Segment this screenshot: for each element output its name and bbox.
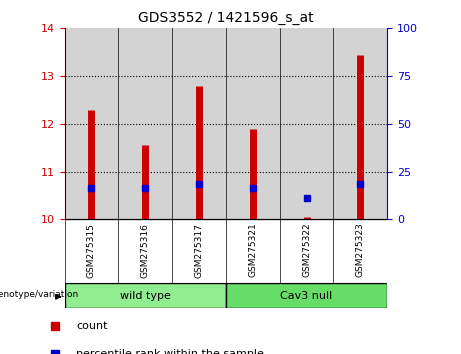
Bar [226,28,280,219]
Text: GSM275316: GSM275316 [141,223,150,278]
Text: count: count [76,321,107,331]
Text: GSM275322: GSM275322 [302,223,311,277]
Text: genotype/variation: genotype/variation [0,290,79,299]
Bar [65,283,226,308]
Text: Cav3 null: Cav3 null [280,291,333,301]
Bar [226,283,387,308]
Bar [172,28,226,219]
Bar [333,28,387,219]
Bar [280,28,333,219]
Text: GSM275321: GSM275321 [248,223,257,278]
Title: GDS3552 / 1421596_s_at: GDS3552 / 1421596_s_at [138,11,313,24]
Text: GSM275317: GSM275317 [195,223,203,278]
Text: GSM275323: GSM275323 [356,223,365,278]
Text: percentile rank within the sample: percentile rank within the sample [76,349,264,354]
Text: wild type: wild type [120,291,171,301]
Text: GSM275315: GSM275315 [87,223,96,278]
Bar [118,28,172,219]
Bar [65,28,118,219]
